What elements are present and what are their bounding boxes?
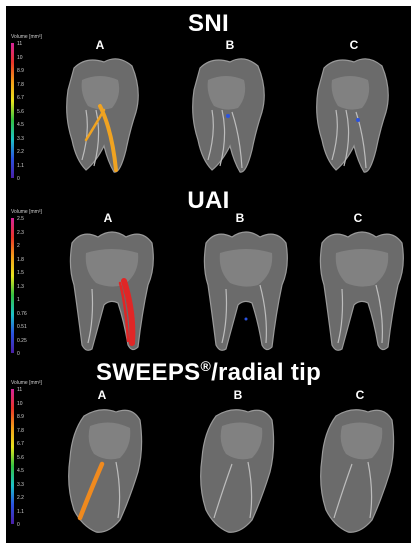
legend-tick-label: 1 (17, 297, 20, 303)
legend-title: Volume [mm³] (11, 380, 42, 386)
column-label-c: C (355, 388, 365, 402)
tooth-scan-c (320, 409, 395, 533)
legend-tick-label: 1.3 (17, 283, 24, 290)
legend-tick-label: 10 (17, 54, 23, 61)
panel-sweeps-radial-tip: SWEEPS®/radial tip Volume [mm³] 11 10 8.9 7… (6, 358, 411, 543)
color-legend: Volume [mm³] 11 10 8.9 7.8 6.7 5.6 4.5 3.3 2.2 1.… (8, 380, 48, 530)
legend-tick-label: 5.6 (17, 108, 24, 115)
legend-tick-label: 2.2 (17, 149, 24, 155)
legend-title: Volume [mm³] (11, 209, 42, 215)
legend-tick-label: 4.5 (17, 122, 24, 128)
legend-tick-label: 1.8 (17, 256, 24, 263)
legend-tick-label: 11 (17, 387, 23, 393)
legend-tick-label: 0 (17, 351, 20, 357)
legend-tick-label: 2.2 (17, 495, 24, 501)
legend-colorbar (11, 218, 14, 353)
legend-tick-label: 10 (17, 400, 23, 407)
legend-tick-label: 11 (17, 41, 23, 47)
panel-title: SNI (188, 10, 229, 37)
legend-tick-label: 3.3 (17, 481, 24, 488)
column-label-c: C (349, 38, 359, 52)
panel-sni: SNI Volume [mm³] 11 10 8.9 7.8 6.7 5.6 4.5 3.3 2… (6, 6, 411, 185)
legend-tick-label: 8.9 (17, 414, 24, 420)
highlighted-canal (77, 461, 105, 521)
legend-tick-label: 1.1 (17, 508, 24, 515)
tooth-scan-b (192, 58, 265, 173)
legend-colorbar (11, 43, 14, 178)
column-label-b: B (235, 211, 245, 225)
color-legend: Volume [mm³] 2.5 2.3 2 1.8 1.5 1.3 1 0.76 0.51 0.… (8, 209, 48, 359)
panel-title: SWEEPS®/radial tip (95, 358, 322, 386)
legend-colorbar (11, 389, 14, 524)
column-label-a: A (103, 211, 113, 225)
tooth-scan-c (319, 231, 404, 351)
highlighted-canal (121, 278, 136, 346)
legend-tick-label: 1.1 (17, 162, 24, 169)
legend-tick-label: 2.3 (17, 229, 24, 236)
legend-tick-label: 4.5 (17, 468, 24, 474)
color-legend: Volume [mm³] 11 10 8.9 7.8 6.7 5.6 4.5 3.3 2.2 1.… (8, 34, 48, 184)
highlighted-canal (98, 104, 118, 172)
tooth-scan-c (316, 58, 389, 173)
legend-tick-label: 2 (17, 243, 20, 249)
panel-title: UAI (187, 187, 230, 214)
legend-tick-label: 6.7 (17, 95, 24, 101)
registered-mark: ® (200, 358, 212, 374)
column-label-a: A (95, 38, 105, 52)
legend-tick-label: 0 (17, 176, 20, 182)
figure-frame: SNI Volume [mm³] 11 10 8.9 7.8 6.7 5.6 4.5 3.3 2… (6, 6, 411, 543)
legend-tick-label: 8.9 (17, 68, 24, 74)
legend-tick-label: 7.8 (17, 81, 24, 88)
column-label-b: B (225, 38, 235, 52)
tooth-scan-a (69, 231, 154, 351)
tooth-scan-b (200, 409, 275, 533)
legend-tick-label: 7.8 (17, 427, 24, 434)
tooth-scan-a (68, 409, 143, 533)
column-label-a: A (97, 388, 107, 402)
legend-tick-label: 6.7 (17, 441, 24, 447)
legend-tick-label: 0.76 (17, 310, 27, 317)
legend-tick-label: 1.5 (17, 270, 24, 276)
panel-uai: UAI Volume [mm³] 2.5 2.3 2 1.8 1.5 1.3 1 0.76 0.… (6, 185, 411, 364)
legend-tick-label: 3.3 (17, 135, 24, 142)
legend-tick-label: 2.5 (17, 216, 24, 222)
legend-tick-label: 0.51 (17, 324, 27, 330)
column-label-c: C (353, 211, 363, 225)
legend-tick-label: 0 (17, 522, 20, 528)
column-label-b: B (233, 388, 243, 402)
legend-title: Volume [mm³] (11, 34, 42, 40)
tooth-scan-a (66, 58, 139, 173)
legend-tick-label: 5.6 (17, 454, 24, 461)
tooth-scan-b (203, 231, 288, 351)
legend-tick-label: 0.25 (17, 337, 27, 344)
